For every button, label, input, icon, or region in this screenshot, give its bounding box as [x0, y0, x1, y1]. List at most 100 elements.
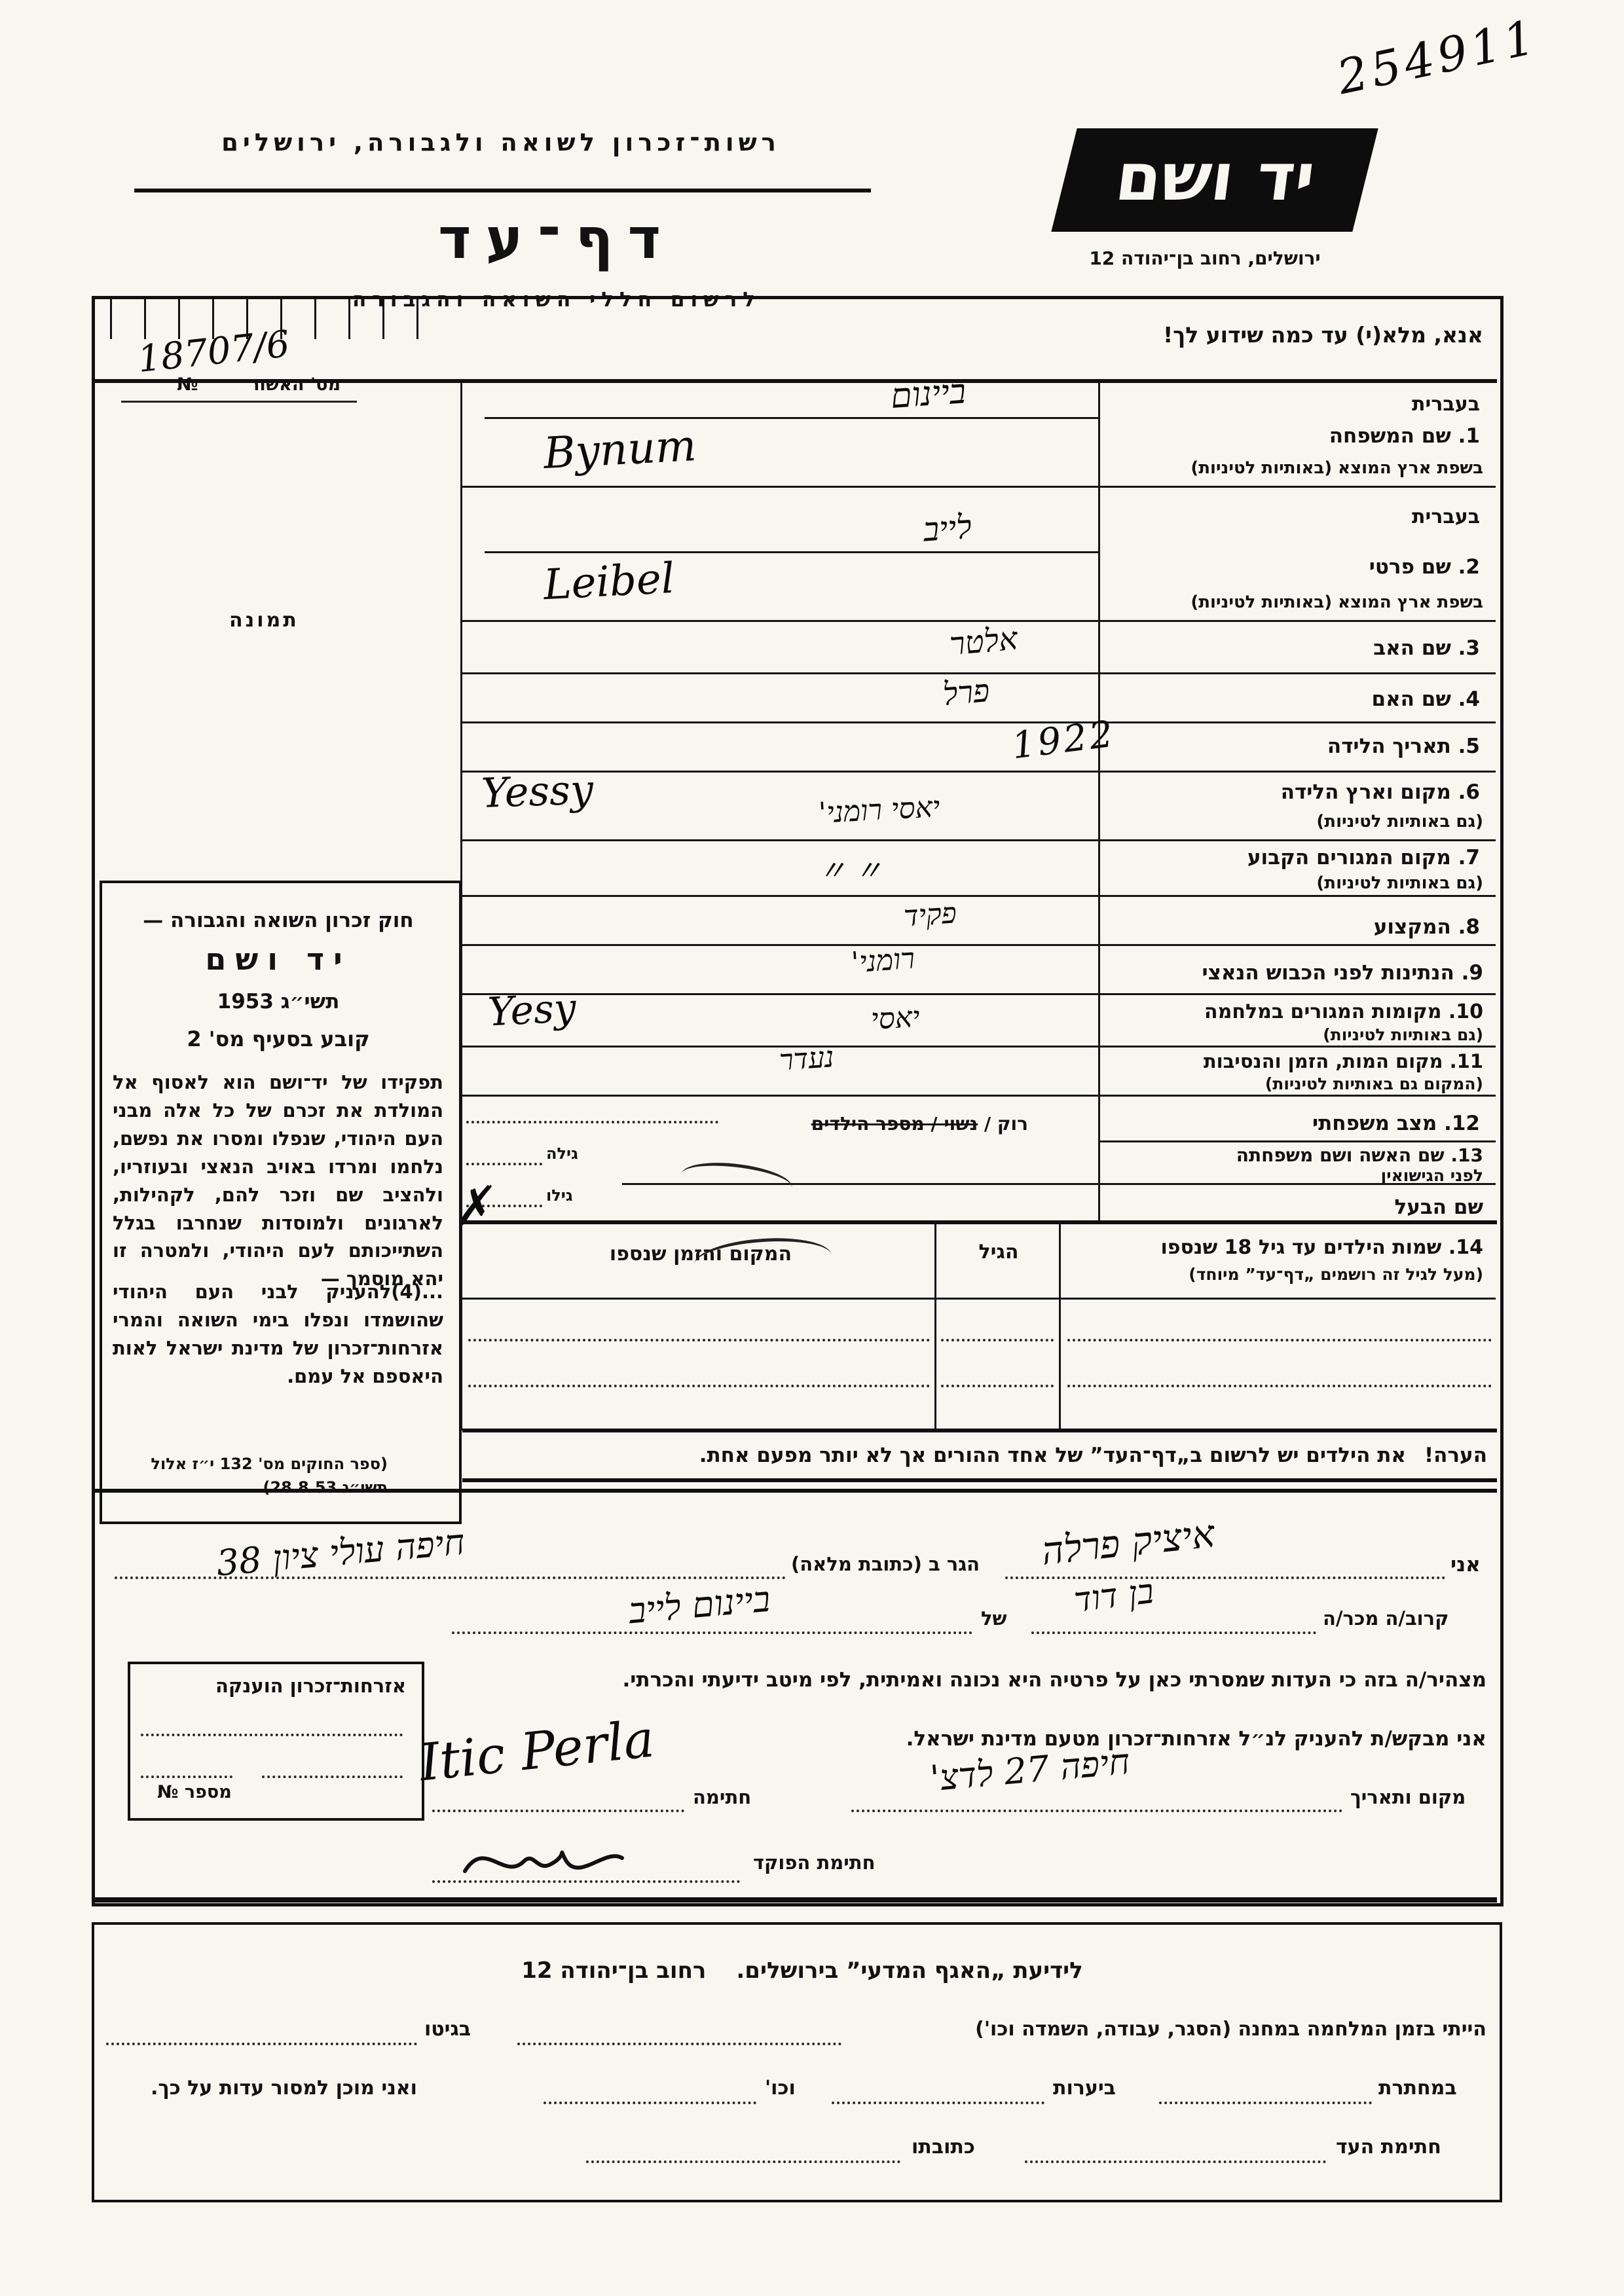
value-family-name-hebrew: ביינום [889, 372, 967, 416]
decl-place-date-dotted [851, 1810, 1342, 1812]
stamp-dotted-2 [141, 1776, 232, 1778]
field2-pre: בעברית [1412, 505, 1480, 528]
note-label: הערה! [1424, 1444, 1487, 1467]
row-line [462, 839, 1496, 841]
husband-label: שם הבעל [1394, 1195, 1484, 1219]
authority-title: רשות־זכרון לשואה ולגבורה, ירושלים [221, 128, 781, 156]
option-single: רוק / [978, 1113, 1028, 1135]
decl-request: אני מבקש/ת להעניק לנ״ל אזרחות־זכרון מטעם… [906, 1727, 1486, 1751]
bottom-line2-dotted-2 [832, 2102, 1044, 2104]
law-year: תשי״ג 1953 [217, 990, 340, 1013]
table-row-dotted [1067, 1385, 1492, 1387]
table-row-dotted [941, 1385, 1054, 1387]
field13-sub: לפני הגישואין [1380, 1166, 1483, 1185]
field1-pre: בעברית [1412, 393, 1480, 416]
field8-label: 8. המקצוע [1373, 915, 1480, 939]
label-border [1100, 1183, 1496, 1185]
clerk-signature-dotted [432, 1880, 740, 1883]
bottom-line2-b: ביערות [1053, 2077, 1116, 2100]
fill-instruction: אנא, מלא(י) עד כמה שידוע לך! [1163, 322, 1483, 348]
row-line [462, 771, 1496, 773]
stamp-title: אזרחות־זכרון הוענקה [215, 1675, 406, 1697]
subrow-line [485, 417, 1100, 419]
divider-labels [1098, 383, 1100, 1224]
row-line [462, 672, 1496, 674]
decl-statement: מצהיר/ה בזה כי העדות שמסרתי כאן על פרטיה… [622, 1668, 1486, 1692]
field10-sub: (גם באותיות לטיניות) [1323, 1025, 1483, 1044]
bottom-title: לידיעת „האגף המדעי” בירושלים. [736, 1958, 1083, 1984]
bottom-line1-a: הייתי בזמן המלחמה במחנה (הסגר, עבודה, הש… [975, 2018, 1486, 2041]
value-first-name-hebrew: לייב [922, 507, 973, 549]
bottom-line2-a: במחתרת [1378, 2077, 1457, 2100]
archive-number-handwritten: 254911 [1332, 9, 1543, 105]
field14-sub: (מעל לגיל זה רושמים „דף־עד” מיוחד) [1189, 1265, 1483, 1284]
label-border [1100, 1140, 1496, 1142]
value-father-name: אלטר [948, 620, 1020, 663]
field14-label: 14. שמות הילדים עד גיל 18 שנספו [1160, 1236, 1483, 1259]
bottom-line3-a: חתימת העד [1336, 2136, 1441, 2159]
decl-residing-label: הגר ב (כתובת מלאה) [791, 1553, 980, 1575]
husband-age-label: גילו [546, 1186, 573, 1205]
approval-number-sign: № [177, 374, 198, 395]
value-family-name-latin: Bynum [542, 420, 698, 479]
table-row-dotted [468, 1385, 930, 1387]
field13-label: 13. שם האשה ושם משפחתה [1236, 1144, 1483, 1166]
main-form-border [92, 296, 1504, 1906]
field5-label: 5. תאריך הלידה [1327, 735, 1480, 758]
bottom-title-line: לידיעת „האגף המדעי” בירושלים. רחוב בן־יהו… [196, 1958, 1408, 1984]
field11-label: 11. מקום המות, הזמן והנסיבות [1203, 1050, 1483, 1072]
table-divider-age [934, 1224, 936, 1430]
table-col-place: המקום והזמן שנספו [609, 1243, 792, 1266]
bottom-line3-dotted-1 [1025, 2160, 1326, 2163]
field12-dotted [466, 1121, 718, 1123]
note-rule-2 [93, 1489, 1497, 1493]
row13-line [622, 1183, 1100, 1185]
field12-options: רוק / נשוי / מספר הילדים [720, 1113, 1028, 1135]
field6-sub: (גם באותיות לטיניות) [1316, 812, 1483, 831]
bottom-line2-dotted-1 [1159, 2102, 1372, 2104]
value-profession: פקיד [902, 896, 958, 934]
table-row-dotted [1067, 1339, 1492, 1341]
value-birth-place-hebrew: יאסי רומני' [817, 790, 941, 830]
bottom-line3-b: כתובתו [912, 2136, 975, 2159]
decl-address-dotted [115, 1576, 786, 1579]
perforation-ticks [110, 299, 431, 339]
clerk-signature-label: חתימת הפוקד [753, 1851, 876, 1874]
row-line [462, 944, 1496, 946]
decl-relation-label: קרוב/ה מכר/ה [1323, 1607, 1449, 1630]
table-bottom-rule [462, 1429, 1497, 1432]
photo-label: תמונה [229, 609, 299, 632]
bottom-line2-d: ואני מוכן למסור עדות על כך. [151, 2077, 417, 2100]
table-top-rule [462, 1220, 1497, 1224]
approval-label: מס' האשור [249, 374, 341, 395]
value-residence-ditto: 〃 〃 [819, 854, 883, 886]
form-title: דף־עד [437, 206, 676, 272]
decl-of-dotted [452, 1631, 972, 1634]
husband-dotted [466, 1205, 542, 1207]
citizenship-stamp-box [128, 1662, 424, 1821]
bottom-line1-dotted-2 [106, 2043, 417, 2045]
field3-label: 3. שם האב [1373, 636, 1480, 660]
row-line [462, 620, 1496, 622]
field2-label: 2. שם פרטי [1369, 555, 1480, 579]
decl-signature-label: חתימה [693, 1786, 752, 1808]
section-double-rule-1 [93, 1897, 1497, 1903]
stamp-dotted-3 [262, 1776, 403, 1778]
stamp-number-label: מספר № [157, 1782, 232, 1802]
bottom-box [92, 1922, 1502, 2202]
clerk-signature-mark [463, 1850, 624, 1873]
field13-age-label: גילה [546, 1144, 578, 1163]
table-row-dotted [941, 1339, 1054, 1341]
law-reference: (ספר החוקים מס' 132 י״ז אלול תשי״ג 28.8.… [151, 1455, 388, 1497]
law-title: חוק זכרון השואה והגבורה — [143, 909, 414, 932]
row-line [462, 486, 1496, 488]
row-line [462, 1095, 1496, 1097]
field7-label: 7. מקום המגורים הקבוע [1247, 846, 1480, 869]
value-first-name-latin: Leibel [542, 554, 676, 610]
decl-place-date-label: מקום ותאריך [1350, 1786, 1466, 1808]
field2-sub: בשפת ארץ המוצא (באותיות לטיניות) [1190, 592, 1483, 612]
org-address: ירושלים, רחוב בן־יהודה 12 [1089, 247, 1321, 269]
law-section: קובע בסעיף מס' 2 [187, 1027, 370, 1051]
value-birth-place-latin: Yessy [480, 765, 595, 817]
